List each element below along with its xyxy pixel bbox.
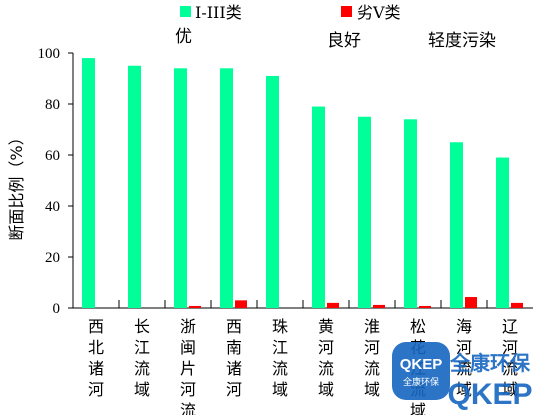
x-tick-label: 西南诸河 <box>226 317 242 399</box>
watermark-badge-line2: 全康环保 <box>403 376 439 388</box>
watermark-text-en: QKEP <box>447 378 532 411</box>
bar-i-iii-6 <box>312 106 325 308</box>
bar-i-iii-3 <box>174 68 187 308</box>
legend-swatch-1 <box>180 6 191 17</box>
bar-worse-v-10 <box>511 302 523 308</box>
x-tick-label: 辽河流域 <box>502 317 518 399</box>
bar-worse-v-7 <box>373 304 385 308</box>
x-tick-label: 淮河流域 <box>364 317 380 399</box>
bar-i-iii-9 <box>450 142 463 308</box>
y-tick-label: 80 <box>45 97 60 113</box>
bar-i-iii-10 <box>496 157 509 308</box>
legend-label-1: I-III类 <box>195 3 242 22</box>
qkep-watermark-logo: QKEP 全康环保 全康环保 QKEP <box>392 342 533 411</box>
watermark-badge <box>392 342 450 400</box>
y-tick-label: 20 <box>45 250 60 266</box>
y-tick-label: 40 <box>45 199 60 215</box>
bar-i-iii-2 <box>128 65 141 308</box>
bar-worse-v-4 <box>235 300 247 308</box>
legend: I-III类 劣V类 <box>180 3 401 22</box>
legend-label-2: 劣V类 <box>357 3 401 22</box>
bar-worse-v-6 <box>327 302 339 308</box>
bar-worse-v-3 <box>189 305 201 308</box>
x-tick-label: 海河流域 <box>456 317 472 399</box>
bar-worse-v-8 <box>419 305 431 308</box>
y-tick-label: 0 <box>53 301 61 317</box>
annotation-3: 轻度污染 <box>428 31 496 51</box>
annotation-2: 良好 <box>327 31 361 51</box>
x-tick-label: 珠江流域 <box>272 317 288 399</box>
annotation-1: 优 <box>175 27 192 47</box>
bar-i-iii-7 <box>358 116 371 308</box>
chart-annotations: 优 良好 轻度污染 <box>175 27 496 51</box>
y-tick-label: 100 <box>38 46 61 62</box>
bar-i-iii-5 <box>266 75 279 308</box>
y-axis-label: 断面比例（%） <box>7 129 26 240</box>
x-tick-labels: 西北诸河长江流域浙闽片河流西南诸河珠江流域黄河流域淮河流域松花江流域海河流域辽河… <box>88 317 518 415</box>
bar-i-iii-8 <box>404 119 417 308</box>
x-tick-label: 西北诸河 <box>88 317 104 399</box>
bar-i-iii-1 <box>82 58 95 308</box>
x-tick-label: 浙闽片河流 <box>180 317 196 415</box>
x-tick-label: 长江流域 <box>134 317 150 399</box>
x-tick-label: 黄河流域 <box>318 317 334 399</box>
y-tick-label: 60 <box>45 148 60 164</box>
bar-worse-v-9 <box>465 297 477 308</box>
bar-i-iii-4 <box>220 68 233 308</box>
watermark-badge-line1: QKEP <box>400 356 443 373</box>
legend-swatch-2 <box>341 6 352 17</box>
watermark-text-cn: 全康环保 <box>449 351 531 375</box>
bars <box>82 58 523 308</box>
